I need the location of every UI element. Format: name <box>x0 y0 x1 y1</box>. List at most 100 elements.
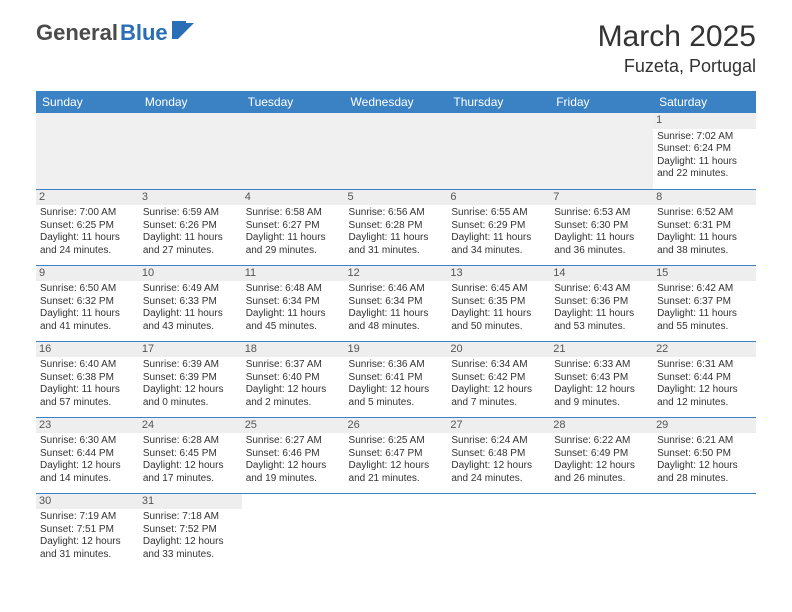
calendar-cell: 17Sunrise: 6:39 AMSunset: 6:39 PMDayligh… <box>139 341 242 417</box>
daylight-text: Daylight: 12 hours <box>657 384 752 397</box>
sunset-text: Sunset: 7:52 PM <box>143 524 238 537</box>
sunset-text: Sunset: 6:50 PM <box>657 448 752 461</box>
daylight-text: and 12 minutes. <box>657 397 752 410</box>
daylight-text: Daylight: 12 hours <box>246 460 341 473</box>
daylight-text: and 21 minutes. <box>349 473 444 486</box>
daylight-text: Daylight: 12 hours <box>143 384 238 397</box>
daylight-text: Daylight: 12 hours <box>349 460 444 473</box>
daylight-text: and 53 minutes. <box>554 321 649 334</box>
daylight-text: Daylight: 12 hours <box>143 536 238 549</box>
day-number: 18 <box>242 342 345 358</box>
daylight-text: Daylight: 11 hours <box>349 308 444 321</box>
day-header-row: Sunday Monday Tuesday Wednesday Thursday… <box>36 91 756 113</box>
calendar-cell <box>345 113 448 189</box>
sunset-text: Sunset: 6:29 PM <box>451 220 546 233</box>
sunrise-text: Sunrise: 6:45 AM <box>451 283 546 296</box>
calendar-cell: 5Sunrise: 6:56 AMSunset: 6:28 PMDaylight… <box>345 189 448 265</box>
calendar-cell: 22Sunrise: 6:31 AMSunset: 6:44 PMDayligh… <box>653 341 756 417</box>
calendar-cell: 15Sunrise: 6:42 AMSunset: 6:37 PMDayligh… <box>653 265 756 341</box>
calendar-row: 9Sunrise: 6:50 AMSunset: 6:32 PMDaylight… <box>36 265 756 341</box>
calendar-cell <box>36 113 139 189</box>
sunrise-text: Sunrise: 6:59 AM <box>143 207 238 220</box>
daylight-text: Daylight: 11 hours <box>246 232 341 245</box>
calendar-row: 2Sunrise: 7:00 AMSunset: 6:25 PMDaylight… <box>36 189 756 265</box>
sunset-text: Sunset: 6:31 PM <box>657 220 752 233</box>
sunset-text: Sunset: 6:42 PM <box>451 372 546 385</box>
daylight-text: Daylight: 12 hours <box>451 460 546 473</box>
daylight-text: and 38 minutes. <box>657 245 752 258</box>
sunrise-text: Sunrise: 6:21 AM <box>657 435 752 448</box>
logo: General Blue <box>36 20 198 46</box>
daylight-text: and 55 minutes. <box>657 321 752 334</box>
sunrise-text: Sunrise: 6:48 AM <box>246 283 341 296</box>
daylight-text: and 14 minutes. <box>40 473 135 486</box>
calendar-cell: 10Sunrise: 6:49 AMSunset: 6:33 PMDayligh… <box>139 265 242 341</box>
daylight-text: and 5 minutes. <box>349 397 444 410</box>
daylight-text: Daylight: 11 hours <box>451 232 546 245</box>
daylight-text: Daylight: 11 hours <box>143 232 238 245</box>
calendar-cell: 18Sunrise: 6:37 AMSunset: 6:40 PMDayligh… <box>242 341 345 417</box>
calendar-table: Sunday Monday Tuesday Wednesday Thursday… <box>36 91 756 569</box>
calendar-cell: 26Sunrise: 6:25 AMSunset: 6:47 PMDayligh… <box>345 417 448 493</box>
logo-text-blue: Blue <box>120 20 168 46</box>
sunrise-text: Sunrise: 6:36 AM <box>349 359 444 372</box>
day-number: 8 <box>653 190 756 206</box>
calendar-row: 23Sunrise: 6:30 AMSunset: 6:44 PMDayligh… <box>36 417 756 493</box>
calendar-cell <box>242 493 345 569</box>
day-header: Tuesday <box>242 91 345 113</box>
day-number: 5 <box>345 190 448 206</box>
calendar-cell: 31Sunrise: 7:18 AMSunset: 7:52 PMDayligh… <box>139 493 242 569</box>
day-number: 19 <box>345 342 448 358</box>
day-header: Sunday <box>36 91 139 113</box>
daylight-text: Daylight: 11 hours <box>554 308 649 321</box>
day-number: 11 <box>242 266 345 282</box>
day-number: 15 <box>653 266 756 282</box>
day-number: 31 <box>139 494 242 510</box>
sunset-text: Sunset: 6:32 PM <box>40 296 135 309</box>
sunrise-text: Sunrise: 6:53 AM <box>554 207 649 220</box>
calendar-cell: 24Sunrise: 6:28 AMSunset: 6:45 PMDayligh… <box>139 417 242 493</box>
daylight-text: and 0 minutes. <box>143 397 238 410</box>
sunset-text: Sunset: 6:35 PM <box>451 296 546 309</box>
sunrise-text: Sunrise: 6:30 AM <box>40 435 135 448</box>
calendar-cell: 7Sunrise: 6:53 AMSunset: 6:30 PMDaylight… <box>550 189 653 265</box>
sunset-text: Sunset: 6:39 PM <box>143 372 238 385</box>
day-header: Monday <box>139 91 242 113</box>
day-number: 21 <box>550 342 653 358</box>
sunrise-text: Sunrise: 6:49 AM <box>143 283 238 296</box>
sunset-text: Sunset: 6:40 PM <box>246 372 341 385</box>
location-label: Fuzeta, Portugal <box>598 56 756 77</box>
logo-text-general: General <box>36 20 118 46</box>
calendar-cell: 12Sunrise: 6:46 AMSunset: 6:34 PMDayligh… <box>345 265 448 341</box>
sunrise-text: Sunrise: 6:24 AM <box>451 435 546 448</box>
day-number: 4 <box>242 190 345 206</box>
calendar-cell <box>242 113 345 189</box>
daylight-text: Daylight: 11 hours <box>246 308 341 321</box>
calendar-cell <box>345 493 448 569</box>
day-number: 24 <box>139 418 242 434</box>
sunset-text: Sunset: 6:25 PM <box>40 220 135 233</box>
sunset-text: Sunset: 6:34 PM <box>246 296 341 309</box>
daylight-text: Daylight: 11 hours <box>40 384 135 397</box>
sunrise-text: Sunrise: 6:46 AM <box>349 283 444 296</box>
sunset-text: Sunset: 6:49 PM <box>554 448 649 461</box>
sunset-text: Sunset: 6:30 PM <box>554 220 649 233</box>
sunrise-text: Sunrise: 6:22 AM <box>554 435 649 448</box>
daylight-text: Daylight: 11 hours <box>40 232 135 245</box>
sunset-text: Sunset: 6:27 PM <box>246 220 341 233</box>
day-number: 13 <box>447 266 550 282</box>
day-header: Saturday <box>653 91 756 113</box>
calendar-cell: 9Sunrise: 6:50 AMSunset: 6:32 PMDaylight… <box>36 265 139 341</box>
daylight-text: Daylight: 12 hours <box>349 384 444 397</box>
calendar-cell: 8Sunrise: 6:52 AMSunset: 6:31 PMDaylight… <box>653 189 756 265</box>
sunrise-text: Sunrise: 6:42 AM <box>657 283 752 296</box>
day-number: 25 <box>242 418 345 434</box>
daylight-text: and 34 minutes. <box>451 245 546 258</box>
daylight-text: Daylight: 12 hours <box>657 460 752 473</box>
calendar-cell <box>139 113 242 189</box>
daylight-text: Daylight: 11 hours <box>143 308 238 321</box>
day-number: 26 <box>345 418 448 434</box>
day-number: 23 <box>36 418 139 434</box>
day-number: 12 <box>345 266 448 282</box>
day-number: 30 <box>36 494 139 510</box>
